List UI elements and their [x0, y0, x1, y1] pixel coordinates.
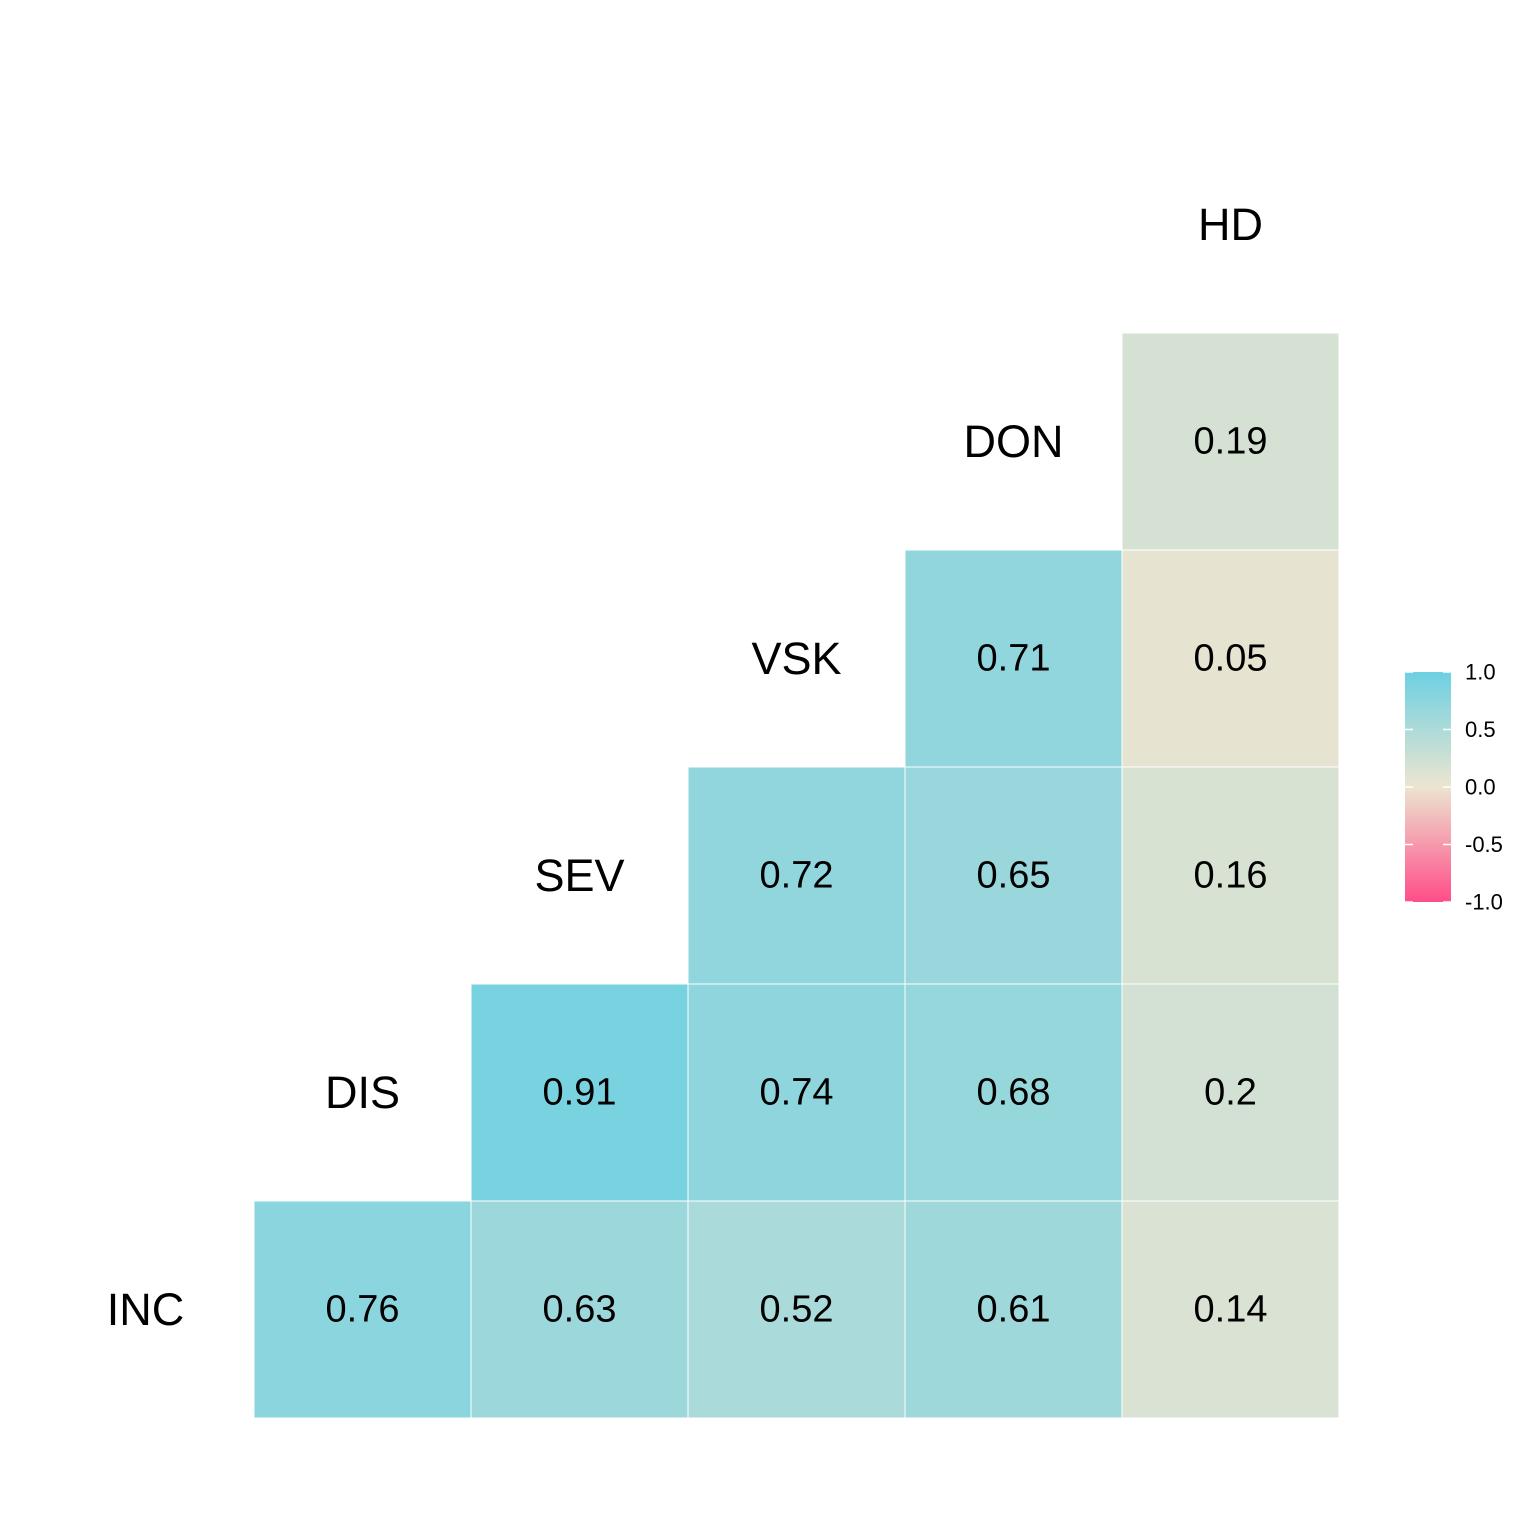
cell-value-label: 0.63	[543, 1289, 617, 1331]
cell-value-label: 0.52	[760, 1289, 834, 1331]
cell-value-label: 0.05	[1194, 638, 1268, 680]
heatmap-cell-dis-don	[904, 983, 1123, 1202]
cells-layer: 0.76 0.63 0.52 0.61 0.14 0.91 0.74 0.68 0.2 0.72 0…	[253, 332, 1340, 1419]
heatmap-cell-vsk-don	[904, 549, 1123, 768]
cell-value-label: 0.68	[977, 1072, 1051, 1114]
heatmap-cell-don-hd	[1121, 332, 1340, 551]
heatmap-cell-dis-sev	[470, 983, 689, 1202]
variable-label-inc: INC	[107, 1284, 185, 1335]
cell-value-label: 0.16	[1194, 855, 1268, 897]
legend-tick-label: 0.0	[1465, 775, 1496, 800]
color-legend: 1.0 0.5 0.0 -0.5 -1.0	[1405, 660, 1503, 915]
variable-label-dis: DIS	[325, 1067, 400, 1118]
cell-value-label: 0.61	[977, 1289, 1051, 1331]
cell-value-label: 0.72	[760, 855, 834, 897]
heatmap-cell-sev-hd	[1121, 766, 1340, 985]
heatmap-cell-inc-sev	[470, 1200, 689, 1419]
cell-value-label: 0.65	[977, 855, 1051, 897]
legend-tick-label: 1.0	[1465, 660, 1496, 685]
heatmap-cell-sev-vsk	[687, 766, 906, 985]
cell-value-label: 0.76	[326, 1289, 400, 1331]
heatmap-cell-inc-hd	[1121, 1200, 1340, 1419]
heatmap-cell-inc-dis	[253, 1200, 472, 1419]
heatmap-cell-inc-don	[904, 1200, 1123, 1419]
variable-label-don: DON	[964, 416, 1064, 467]
cell-value-label: 0.71	[977, 638, 1051, 680]
cell-value-label: 0.91	[543, 1072, 617, 1114]
cell-value-label: 0.19	[1194, 421, 1268, 463]
variable-label-sev: SEV	[534, 850, 624, 901]
legend-tick-label: -0.5	[1465, 832, 1503, 857]
legend-tick-label: -1.0	[1465, 890, 1503, 915]
variable-label-vsk: VSK	[751, 633, 841, 684]
cell-value-label: 0.74	[760, 1072, 834, 1114]
variable-labels: INC DIS SEV VSK DON HD	[107, 199, 1263, 1335]
legend-tick-label: 0.5	[1465, 717, 1496, 742]
variable-label-hd: HD	[1198, 199, 1263, 250]
heatmap-cell-dis-hd	[1121, 983, 1340, 1202]
cell-value-label: 0.14	[1194, 1289, 1268, 1331]
cell-value-label: 0.2	[1204, 1072, 1257, 1114]
heatmap-cell-dis-vsk	[687, 983, 906, 1202]
